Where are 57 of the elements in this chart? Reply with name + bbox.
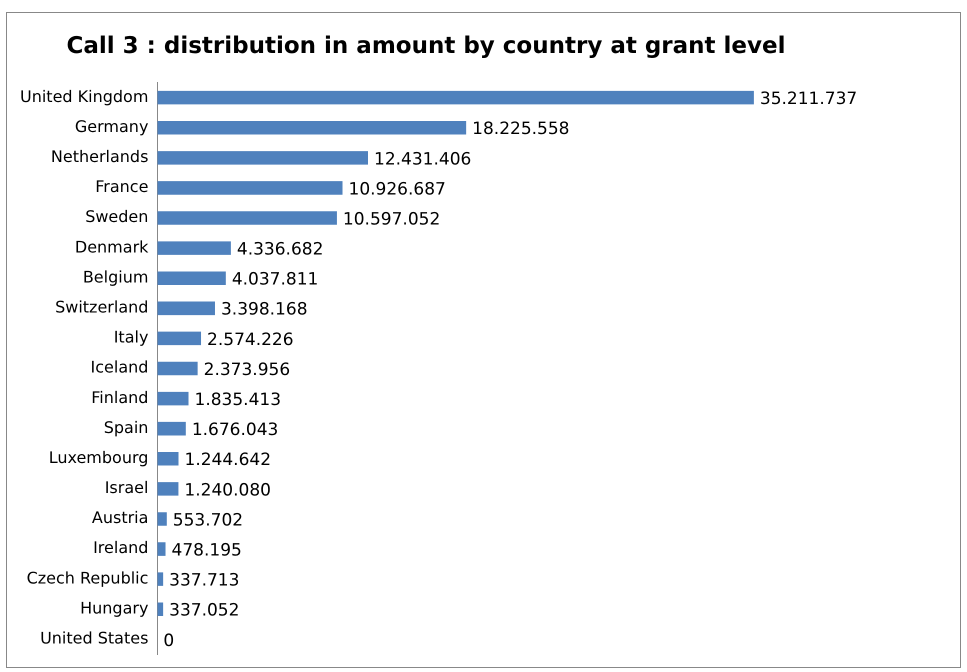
chart-title: Call 3 : distribution in amount by country at grant level bbox=[66, 32, 786, 59]
y-tick-label: Israel bbox=[104, 478, 148, 498]
bar bbox=[157, 241, 231, 255]
bar bbox=[157, 572, 164, 586]
y-tick-label: Finland bbox=[91, 388, 148, 407]
y-tick-label: United Kingdom bbox=[20, 86, 148, 106]
bar bbox=[157, 512, 167, 526]
data-label: 553.702 bbox=[172, 510, 244, 530]
y-tick-label: Germany bbox=[74, 116, 148, 136]
y-tick-label: France bbox=[95, 177, 148, 196]
y-tick-label: Austria bbox=[92, 508, 148, 528]
bar bbox=[157, 422, 186, 436]
bar bbox=[157, 362, 198, 376]
data-label: 4.037.811 bbox=[232, 270, 318, 290]
data-label: 2.574.226 bbox=[207, 330, 294, 350]
bar bbox=[157, 120, 466, 135]
data-label: 0 bbox=[163, 630, 174, 651]
data-label: 3.398.168 bbox=[220, 300, 308, 320]
bar bbox=[157, 302, 215, 316]
y-tick-label: Luxembourg bbox=[48, 448, 148, 467]
y-tick-label: Spain bbox=[104, 418, 148, 437]
data-label: 10.597.052 bbox=[342, 209, 440, 230]
data-label: 2.373.956 bbox=[204, 360, 290, 380]
bar bbox=[157, 602, 164, 616]
data-label: 18.225.558 bbox=[472, 119, 570, 140]
bar bbox=[157, 332, 202, 346]
y-tick-label: United States bbox=[40, 628, 148, 648]
data-label: 478.195 bbox=[172, 540, 242, 560]
y-tick-label: Czech Republic bbox=[26, 568, 148, 588]
data-label: 10.926.687 bbox=[348, 179, 446, 200]
data-label: 1.240.080 bbox=[184, 480, 271, 500]
data-label: 1.244.642 bbox=[184, 450, 272, 470]
data-label: 337.713 bbox=[169, 570, 240, 591]
y-tick-label: Switzerland bbox=[55, 297, 148, 316]
bar bbox=[157, 211, 337, 225]
data-label: 12.431.406 bbox=[374, 149, 472, 170]
bar bbox=[157, 271, 226, 285]
y-tick-label: Denmark bbox=[74, 237, 150, 256]
bar bbox=[157, 151, 368, 165]
data-label: 1.676.043 bbox=[192, 420, 278, 440]
y-tick-label: Ireland bbox=[93, 538, 148, 558]
bar bbox=[157, 482, 178, 496]
y-tick-label: Sweden bbox=[85, 207, 148, 226]
bar bbox=[157, 542, 166, 556]
y-tick-label: Iceland bbox=[90, 358, 148, 377]
data-label: 35.211.737 bbox=[760, 89, 858, 110]
data-label: 4.336.682 bbox=[236, 240, 324, 260]
data-label: 1.835.413 bbox=[194, 390, 282, 410]
data-label: 337.052 bbox=[169, 600, 240, 621]
y-tick-label: Belgium bbox=[82, 267, 148, 286]
y-tick-label: Hungary bbox=[80, 598, 148, 618]
bar bbox=[157, 392, 189, 406]
bar bbox=[157, 452, 179, 466]
bar bbox=[157, 90, 754, 104]
y-tick-label: Italy bbox=[114, 328, 148, 347]
y-tick-label: Netherlands bbox=[50, 146, 148, 166]
bar bbox=[157, 181, 343, 195]
